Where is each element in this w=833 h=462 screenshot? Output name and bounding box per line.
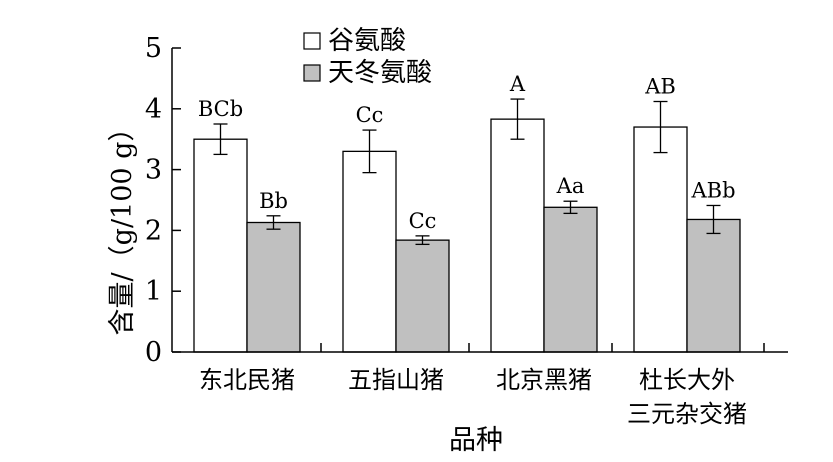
bar-series-1-0	[246, 221, 301, 353]
y-tick-label: 2	[145, 215, 162, 246]
error-bars-layer	[213, 98, 721, 246]
error-bar-series-0-3	[653, 100, 668, 154]
bar-series-0-3	[633, 126, 688, 353]
bar-series-1-3	[686, 218, 741, 353]
x-axis-label: 品种	[449, 425, 503, 456]
bars-layer	[193, 118, 741, 353]
x-tick-label: 杜长大外	[639, 366, 735, 394]
bar-series-0-0	[193, 138, 248, 353]
legend-swatch-0	[303, 32, 321, 50]
data-labels-layer: BCb Cc A AB Bb Cc Aa ABb	[198, 72, 736, 233]
legend-swatch-1	[303, 64, 321, 82]
data-label-series-0-3: AB	[644, 75, 676, 99]
error-bar-series-1-3	[706, 204, 721, 235]
data-label-series-1-3: ABb	[690, 178, 735, 202]
data-label-series-1-2: Aa	[556, 174, 585, 198]
error-bar-series-1-1	[415, 235, 430, 246]
y-axis-label: 含量/（g/100 g）	[107, 115, 138, 336]
data-label-series-0-1: Cc	[356, 103, 384, 127]
error-bar-series-1-0	[266, 215, 281, 230]
x-tick-label: 三元杂交猪	[627, 400, 747, 428]
error-bar-series-0-1	[362, 129, 377, 174]
y-tick-label: 0	[145, 337, 162, 368]
x-tick-label: 北京黑猪	[496, 366, 592, 394]
legend-label-1: 天冬氨酸	[328, 58, 432, 88]
error-bar-series-0-0	[213, 123, 228, 156]
data-label-series-1-0: Bb	[259, 189, 288, 213]
error-bar-series-1-2	[563, 200, 578, 215]
bar-series-0-2	[490, 118, 545, 353]
bar-series-1-1	[395, 239, 450, 353]
bar-series-0-1	[342, 150, 397, 353]
y-tick-label: 4	[145, 94, 162, 125]
error-bar-series-0-2	[510, 98, 525, 140]
y-tick-label: 1	[145, 276, 162, 307]
data-label-series-1-1: Cc	[409, 209, 437, 233]
data-label-series-0-0: BCb	[198, 97, 243, 121]
x-tick-label: 五指山猪	[348, 366, 444, 394]
y-tick-label: 3	[145, 155, 162, 186]
x-tick-label: 东北民猪	[199, 366, 295, 394]
bar-series-1-2	[543, 206, 598, 353]
legend-label-0: 谷氨酸	[328, 26, 406, 56]
data-label-series-0-2: A	[509, 72, 526, 96]
y-tick-label: 5	[145, 33, 162, 64]
